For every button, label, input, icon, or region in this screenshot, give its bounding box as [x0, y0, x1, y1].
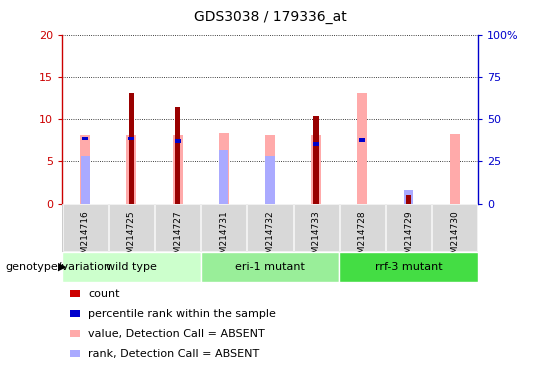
Bar	[450, 134, 460, 204]
Text: rank, Detection Call = ABSENT: rank, Detection Call = ABSENT	[88, 349, 259, 359]
Text: GDS3038 / 179336_at: GDS3038 / 179336_at	[194, 10, 346, 23]
Bar	[175, 107, 180, 204]
Text: wild type: wild type	[106, 262, 157, 272]
Bar	[172, 135, 183, 204]
FancyBboxPatch shape	[340, 204, 385, 251]
Bar	[126, 135, 137, 204]
Bar	[404, 190, 413, 204]
Text: ▶: ▶	[58, 262, 67, 272]
FancyBboxPatch shape	[432, 204, 477, 251]
Bar	[80, 135, 90, 204]
Text: GSM214725: GSM214725	[127, 211, 136, 265]
Text: rrf-3 mutant: rrf-3 mutant	[375, 262, 442, 272]
Bar	[266, 156, 274, 204]
Bar	[219, 150, 228, 204]
FancyBboxPatch shape	[339, 252, 478, 282]
Bar	[82, 137, 88, 141]
Bar	[129, 137, 134, 141]
Text: value, Detection Call = ABSENT: value, Detection Call = ABSENT	[88, 329, 265, 339]
FancyBboxPatch shape	[62, 252, 201, 282]
FancyBboxPatch shape	[63, 204, 108, 251]
Text: count: count	[88, 289, 119, 299]
Text: GSM214729: GSM214729	[404, 211, 413, 265]
Bar	[129, 93, 134, 204]
Bar	[265, 135, 275, 204]
FancyBboxPatch shape	[294, 204, 339, 251]
Bar	[174, 139, 181, 143]
FancyBboxPatch shape	[386, 204, 431, 251]
Text: GSM214733: GSM214733	[312, 211, 321, 265]
Bar	[359, 138, 366, 142]
Text: GSM214716: GSM214716	[80, 211, 90, 265]
Bar	[80, 156, 90, 204]
Text: GSM214730: GSM214730	[450, 211, 460, 265]
FancyBboxPatch shape	[247, 204, 293, 251]
Bar	[311, 135, 321, 204]
Text: GSM214727: GSM214727	[173, 211, 182, 265]
Text: percentile rank within the sample: percentile rank within the sample	[88, 309, 276, 319]
Bar	[313, 142, 319, 146]
Text: GSM214728: GSM214728	[358, 211, 367, 265]
Text: genotype/variation: genotype/variation	[5, 262, 111, 272]
FancyBboxPatch shape	[201, 204, 246, 251]
Text: GSM214731: GSM214731	[219, 211, 228, 265]
FancyBboxPatch shape	[109, 204, 154, 251]
Text: GSM214732: GSM214732	[266, 211, 274, 265]
Bar	[357, 93, 368, 204]
Bar	[219, 132, 229, 204]
FancyBboxPatch shape	[155, 204, 200, 251]
FancyBboxPatch shape	[201, 252, 339, 282]
Text: eri-1 mutant: eri-1 mutant	[235, 262, 305, 272]
Bar	[313, 116, 319, 204]
FancyBboxPatch shape	[62, 204, 478, 252]
Bar	[406, 195, 411, 204]
